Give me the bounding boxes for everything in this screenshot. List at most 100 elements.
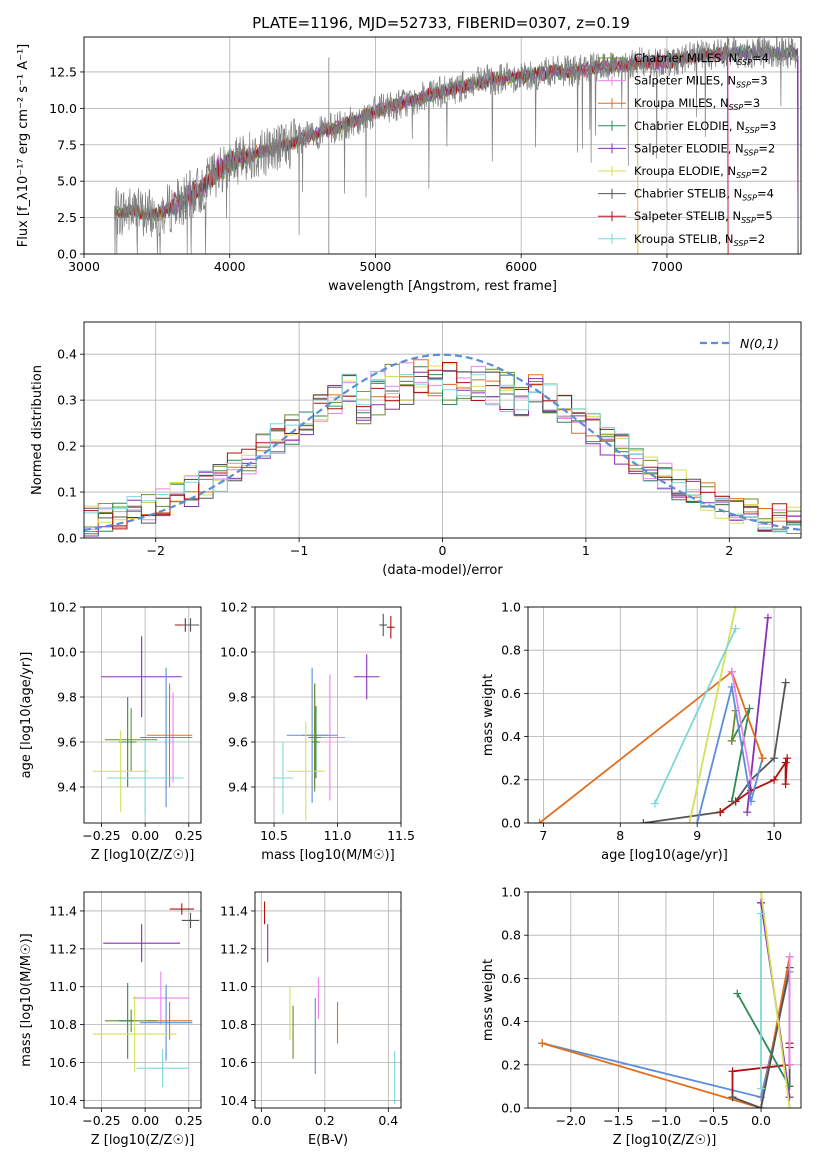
- y-tick-label: 0.0: [57, 531, 77, 546]
- legend-label: Salpeter STELIB, NSSP=5: [634, 209, 773, 225]
- y-tick-label: 9.8: [57, 690, 77, 705]
- residual-hist-step: [84, 370, 801, 532]
- weight-series-line: [760, 892, 791, 1108]
- observed-spectrum-line: [114, 37, 799, 254]
- x-tick-label: 0.0: [751, 1113, 771, 1128]
- axes-frame: [83, 36, 802, 255]
- data-point: [272, 742, 294, 814]
- weight-series-line: [736, 993, 791, 1087]
- y-tick-label: 0.2: [501, 1057, 521, 1072]
- panel-residual-hist: −2 −1 0 1 2 0.0 0.1 0.2 0.3 0.4 (data-model)/error…: [30, 321, 802, 578]
- y-tick-label: 0.6: [501, 971, 521, 986]
- x-tick-label: −1: [290, 543, 308, 558]
- x-tick-label: −0.25: [82, 1113, 120, 1128]
- y-tick-label: 10.6: [220, 1055, 248, 1070]
- y-tick-label: 9.6: [57, 735, 77, 750]
- x-axis-label: Z [log10(Z/Z☉)]: [91, 1133, 195, 1148]
- x-tick-label: 7: [539, 828, 547, 843]
- weight-series-line: [730, 671, 752, 780]
- plot-area: [114, 37, 799, 254]
- x-axis-label: age [log10(age/yr)]: [601, 848, 728, 863]
- plot-area: [538, 892, 794, 1108]
- data-point: [139, 667, 193, 808]
- data-point: [139, 984, 193, 1061]
- y-tick-label: 10.2: [49, 600, 77, 615]
- x-tick-label: 0.0: [251, 1113, 271, 1128]
- y-tick-label: 9.4: [57, 780, 77, 795]
- y-tick-label: 0.0: [57, 247, 77, 262]
- y-tick-label: 0.8: [501, 928, 521, 943]
- y-tick-label: 0.0: [501, 1101, 521, 1116]
- y-axis-label: mass weight: [481, 674, 496, 756]
- axes-frame: [527, 891, 802, 1109]
- x-tick-label: 9: [693, 828, 701, 843]
- data-point: [181, 912, 200, 928]
- data-point: [387, 616, 395, 639]
- x-tick-label: 0.00: [131, 1113, 159, 1128]
- y-tick-label: 2.5: [57, 210, 77, 225]
- y-tick-label: 10.6: [49, 1055, 77, 1070]
- panel-weight-vs-Z: −2.0 −1.5 −1.0 −0.5 0.0 0.0 0.2 0.4 0.6 0.8 1.0 Z […: [481, 885, 802, 1148]
- x-axis-label: mass [log10(M/M☉)]: [261, 848, 394, 863]
- weight-series-line: [696, 686, 764, 823]
- y-axis-label: Normed distribution: [30, 365, 45, 495]
- gaussian-reference-line: [84, 353, 801, 531]
- x-axis-label: (data-model)/error: [382, 563, 503, 578]
- y-tick-label: 0.0: [501, 816, 521, 831]
- x-tick-label: 11.5: [387, 828, 415, 843]
- legend-label: Kroupa ELODIE, NSSP=2: [634, 164, 768, 180]
- y-tick-label: 10.8: [49, 1017, 77, 1032]
- y-tick-label: 10.4: [220, 1093, 248, 1108]
- x-tick-label: 0.2: [315, 1113, 335, 1128]
- x-tick-label: 7000: [651, 259, 683, 274]
- y-tick-label: 0.2: [501, 772, 521, 787]
- y-tick-label: 9.6: [228, 735, 248, 750]
- y-tick-label: 0.4: [501, 729, 521, 744]
- legend-label: Salpeter MILES, NSSP=3: [634, 74, 768, 90]
- data-point: [103, 924, 181, 963]
- y-tick-label: 10.4: [49, 1093, 77, 1108]
- y-tick-label: 0.1: [57, 485, 77, 500]
- y-tick-label: 11.4: [220, 903, 248, 918]
- legend: N(0,1): [700, 336, 779, 351]
- x-tick-label: 10: [766, 828, 782, 843]
- legend-label: Chabrier ELODIE, NSSP=3: [634, 119, 776, 135]
- data-point: [169, 903, 195, 915]
- data-point: [118, 697, 137, 787]
- y-tick-label: 0.2: [57, 439, 77, 454]
- data-point: [106, 742, 184, 814]
- data-point: [146, 683, 193, 787]
- panel-mass-vs-Z: −0.25 0.00 0.25 10.4 10.6 10.8 11.0 11.2 11.4 Z […: [19, 891, 203, 1148]
- weight-series-line: [719, 758, 789, 813]
- x-tick-label: 10.5: [260, 828, 288, 843]
- weight-series-line: [542, 956, 791, 1108]
- legend-label: Kroupa STELIB, NSSP=2: [634, 232, 765, 248]
- weight-series-line: [688, 607, 737, 823]
- data-point: [308, 683, 322, 792]
- data-point: [354, 654, 380, 700]
- weight-series-line: [654, 628, 737, 804]
- y-tick-label: 1.0: [501, 600, 521, 615]
- weight-series-line: [643, 682, 787, 823]
- x-tick-label: 0.25: [175, 1113, 203, 1128]
- legend-label: Chabrier STELIB, NSSP=4: [634, 187, 774, 203]
- data-point: [92, 996, 177, 1072]
- y-tick-label: 0.8: [501, 643, 521, 658]
- weight-series-line: [730, 710, 737, 742]
- y-tick-label: 11.4: [49, 903, 77, 918]
- legend-label: Kroupa MILES, NSSP=3: [634, 96, 760, 112]
- x-tick-label: 0.25: [175, 828, 203, 843]
- axes-frame: [83, 321, 802, 539]
- axes-frame: [527, 606, 802, 824]
- y-tick-label: 11.2: [49, 941, 77, 956]
- y-axis-label: mass [log10(M/M☉)]: [19, 933, 34, 1066]
- legend: Chabrier MILES, NSSP=4 Salpeter MILES, NS…: [598, 51, 776, 248]
- x-tick-label: 1: [582, 543, 590, 558]
- x-tick-label: −0.5: [698, 1113, 728, 1128]
- legend-label: N(0,1): [740, 336, 779, 351]
- plot-area: [535, 607, 792, 823]
- plots-root: 3000 4000 5000 6000 70000.02.55.07.510.012.5…: [16, 36, 802, 1148]
- model-fit-line: [114, 56, 639, 254]
- x-tick-label: 8: [616, 828, 624, 843]
